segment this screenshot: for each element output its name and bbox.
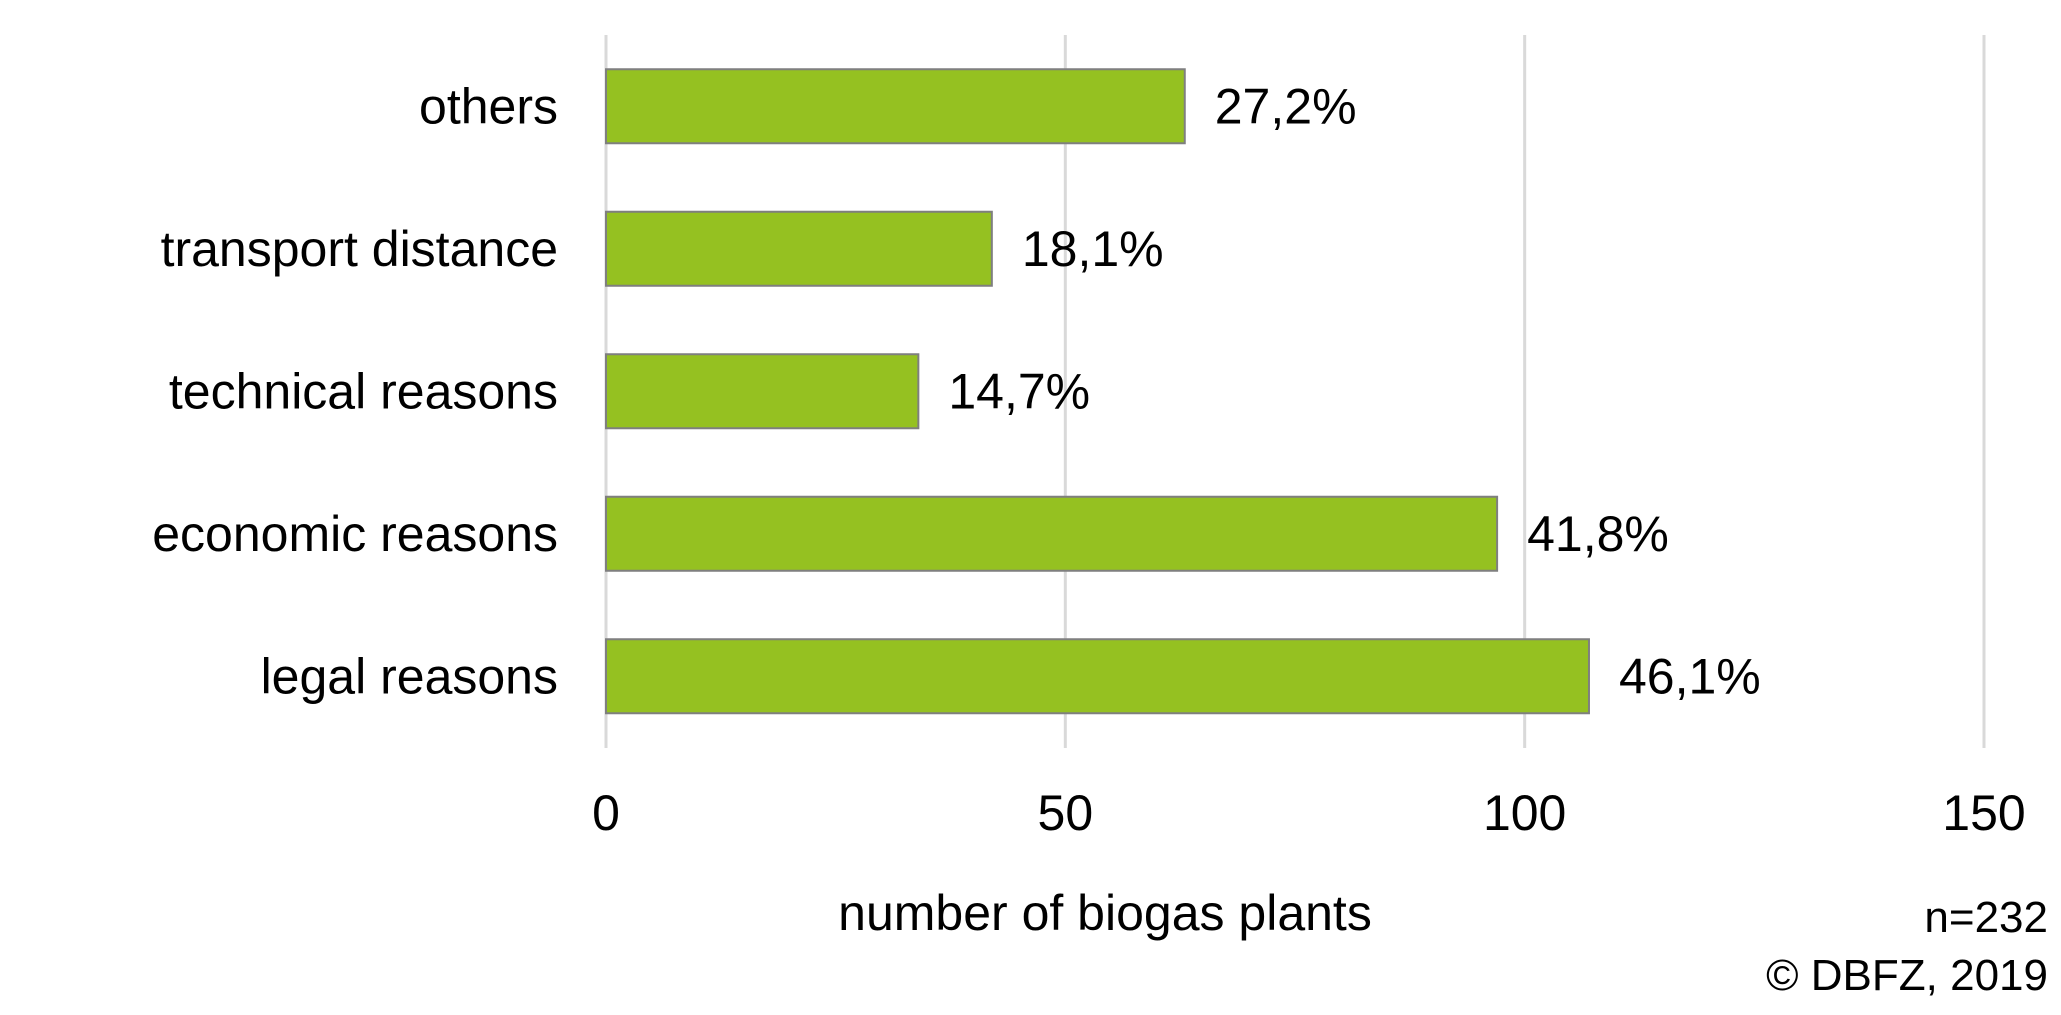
bar-transport-distance xyxy=(605,210,993,287)
data-label-transport-distance: 18,1% xyxy=(1022,221,1164,277)
x-tick-labels: 0 50 100 150 xyxy=(592,785,2026,841)
category-label-transport-distance: transport distance xyxy=(161,221,558,277)
bar-technical-reasons xyxy=(605,353,920,430)
data-labels: 27,2% 18,1% 14,7% 41,8% 46,1% xyxy=(948,78,1760,704)
x-tick-label-0: 0 xyxy=(592,785,620,841)
category-label-others: others xyxy=(419,78,558,134)
data-label-legal-reasons: 46,1% xyxy=(1619,648,1761,704)
x-tick-label-150: 150 xyxy=(1942,785,2025,841)
x-tick-label-50: 50 xyxy=(1038,785,1094,841)
x-axis-title: number of biogas plants xyxy=(838,885,1372,941)
bar-legal-reasons xyxy=(605,638,1590,715)
data-label-others: 27,2% xyxy=(1215,78,1357,134)
sample-size-note: n=232 xyxy=(1924,893,2048,942)
x-tick-label-100: 100 xyxy=(1483,785,1566,841)
bar-others xyxy=(605,68,1186,145)
copyright-note: © DBFZ, 2019 xyxy=(1766,951,2048,1000)
category-labels: others transport distance technical reason… xyxy=(152,78,558,704)
category-label-legal-reasons: legal reasons xyxy=(261,648,558,704)
data-label-economic-reasons: 41,8% xyxy=(1527,506,1669,562)
bar-economic-reasons xyxy=(605,495,1499,572)
category-label-economic-reasons: economic reasons xyxy=(152,506,558,562)
bars xyxy=(605,68,1590,715)
data-label-technical-reasons: 14,7% xyxy=(948,363,1090,419)
category-label-technical-reasons: technical reasons xyxy=(169,363,558,419)
